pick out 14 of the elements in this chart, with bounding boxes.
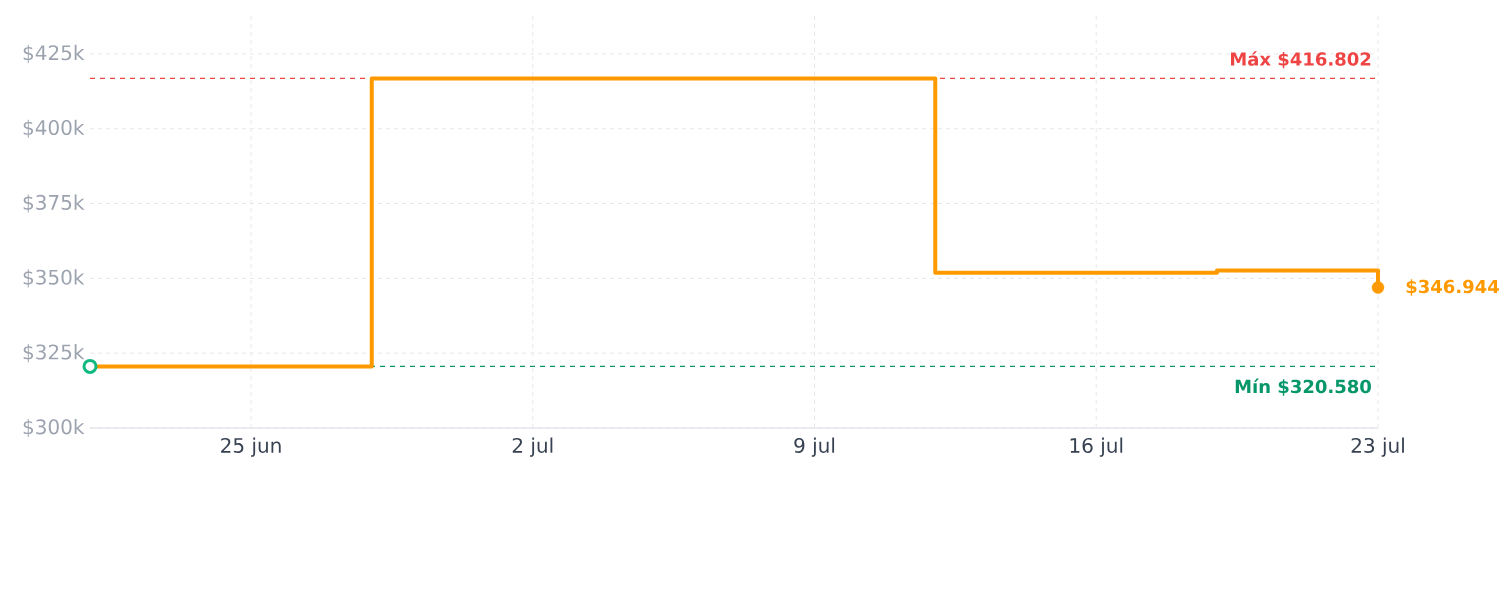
y-tick-label: $375k (23, 194, 85, 213)
y-tick-label: $425k (23, 44, 85, 63)
x-tick-label: 9 jul (794, 437, 835, 457)
y-tick-label: $350k (23, 269, 85, 288)
x-tick-label: 23 jul (1351, 437, 1404, 457)
y-tick-label: $300k (23, 418, 85, 438)
y-tick-label: $325k (23, 344, 85, 363)
x-tick-label: 25 jun (221, 437, 281, 457)
x-tick-label: 2 jul (512, 437, 553, 457)
y-tick-label: $400k (23, 119, 85, 138)
x-tick-label: 16 jul (1070, 437, 1123, 457)
ref-line-label: Mín $320.580 (1235, 378, 1371, 396)
annotation: $346.944 (1406, 279, 1499, 296)
ref-line-label: Máx $416.802 (1231, 51, 1371, 69)
